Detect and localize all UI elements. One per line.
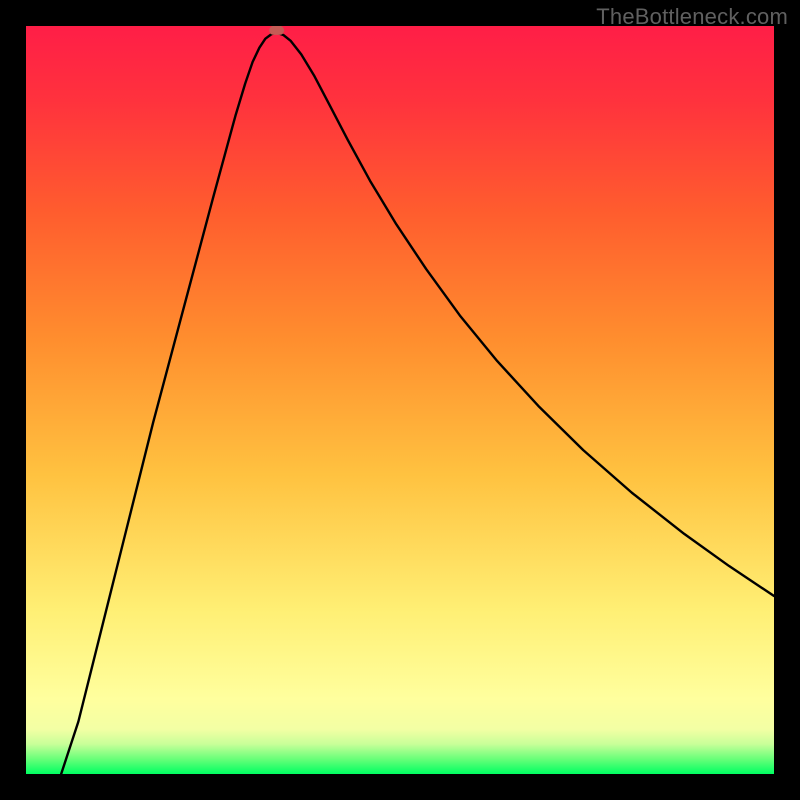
minimum-marker [269, 26, 285, 34]
watermark-text: TheBottleneck.com [596, 4, 788, 30]
bottleneck-curve [26, 26, 774, 774]
chart-area [26, 26, 774, 774]
